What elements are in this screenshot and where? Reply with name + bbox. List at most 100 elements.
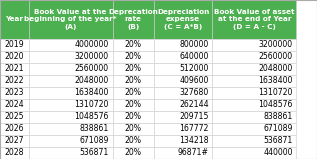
Text: 440000: 440000 — [263, 149, 293, 158]
Text: 1310720: 1310720 — [258, 88, 293, 97]
Bar — [113, 135, 154, 147]
Bar — [29, 0, 113, 39]
Bar — [113, 63, 154, 75]
Text: 512000: 512000 — [179, 64, 209, 73]
Text: 96871#: 96871# — [178, 149, 209, 158]
Text: 134218: 134218 — [179, 136, 209, 145]
Text: 838861: 838861 — [79, 124, 109, 134]
Bar — [0, 87, 29, 99]
Bar — [212, 147, 296, 159]
Text: 2026: 2026 — [4, 124, 24, 134]
Text: 2024: 2024 — [4, 100, 24, 110]
Text: 3200000: 3200000 — [74, 52, 109, 62]
Text: 2027: 2027 — [4, 136, 24, 145]
Text: Deprecation
rate
(B): Deprecation rate (B) — [108, 9, 158, 30]
Bar — [212, 0, 296, 39]
Bar — [212, 51, 296, 63]
Bar — [0, 99, 29, 111]
Bar — [29, 75, 113, 87]
Bar — [154, 87, 212, 99]
Text: 2023: 2023 — [4, 88, 24, 97]
Text: 262144: 262144 — [179, 100, 209, 110]
Bar — [29, 147, 113, 159]
Text: 20%: 20% — [125, 136, 142, 145]
Text: 536871: 536871 — [263, 136, 293, 145]
Text: 4000000: 4000000 — [74, 40, 109, 49]
Bar — [212, 87, 296, 99]
Bar — [29, 123, 113, 135]
Text: 1638400: 1638400 — [258, 76, 293, 86]
Text: 2048000: 2048000 — [74, 76, 109, 86]
Text: 1638400: 1638400 — [74, 88, 109, 97]
Text: 20%: 20% — [125, 100, 142, 110]
Bar — [0, 39, 29, 51]
Bar — [212, 75, 296, 87]
Bar — [154, 99, 212, 111]
Bar — [113, 99, 154, 111]
Bar — [154, 51, 212, 63]
Bar — [0, 51, 29, 63]
Bar — [212, 135, 296, 147]
Bar — [154, 111, 212, 123]
Text: 2022: 2022 — [4, 76, 24, 86]
Text: 2560000: 2560000 — [74, 64, 109, 73]
Bar — [29, 111, 113, 123]
Bar — [29, 63, 113, 75]
Text: 640000: 640000 — [179, 52, 209, 62]
Bar — [113, 75, 154, 87]
Bar — [113, 87, 154, 99]
Bar — [212, 39, 296, 51]
Bar — [154, 123, 212, 135]
Text: Book Value of asset
at the end of Year
(D = A - C): Book Value of asset at the end of Year (… — [214, 9, 294, 30]
Text: 167772: 167772 — [179, 124, 209, 134]
Text: 20%: 20% — [125, 124, 142, 134]
Text: 20%: 20% — [125, 149, 142, 158]
Bar — [0, 111, 29, 123]
Text: 20%: 20% — [125, 76, 142, 86]
Bar — [29, 135, 113, 147]
Text: 838861: 838861 — [263, 112, 293, 121]
Bar — [113, 39, 154, 51]
Bar — [212, 99, 296, 111]
Bar — [0, 135, 29, 147]
Bar — [212, 63, 296, 75]
Bar — [0, 63, 29, 75]
Text: Year: Year — [5, 17, 23, 22]
Bar — [154, 39, 212, 51]
Bar — [29, 99, 113, 111]
Bar — [113, 111, 154, 123]
Text: 671089: 671089 — [263, 124, 293, 134]
Text: 20%: 20% — [125, 88, 142, 97]
Bar — [154, 147, 212, 159]
Text: 20%: 20% — [125, 112, 142, 121]
Bar — [0, 147, 29, 159]
Bar — [29, 39, 113, 51]
Bar — [212, 123, 296, 135]
Text: 2028: 2028 — [4, 149, 24, 158]
Text: 1048576: 1048576 — [74, 112, 109, 121]
Text: 1310720: 1310720 — [74, 100, 109, 110]
Bar — [113, 51, 154, 63]
Bar — [0, 0, 29, 39]
Text: 2019: 2019 — [4, 40, 24, 49]
Text: 2048000: 2048000 — [258, 64, 293, 73]
Bar — [0, 123, 29, 135]
Text: 2021: 2021 — [4, 64, 24, 73]
Text: 3200000: 3200000 — [258, 40, 293, 49]
Bar — [154, 63, 212, 75]
Bar — [154, 75, 212, 87]
Text: 2020: 2020 — [4, 52, 24, 62]
Text: 409600: 409600 — [179, 76, 209, 86]
Text: Depreciation
expense
(C = A*B): Depreciation expense (C = A*B) — [157, 9, 209, 30]
Text: 1048576: 1048576 — [258, 100, 293, 110]
Text: 2025: 2025 — [4, 112, 24, 121]
Bar — [113, 147, 154, 159]
Bar — [113, 123, 154, 135]
Text: 20%: 20% — [125, 40, 142, 49]
Text: 800000: 800000 — [179, 40, 209, 49]
Text: 2560000: 2560000 — [258, 52, 293, 62]
Text: 20%: 20% — [125, 52, 142, 62]
Bar — [154, 135, 212, 147]
Bar — [154, 0, 212, 39]
Bar — [212, 111, 296, 123]
